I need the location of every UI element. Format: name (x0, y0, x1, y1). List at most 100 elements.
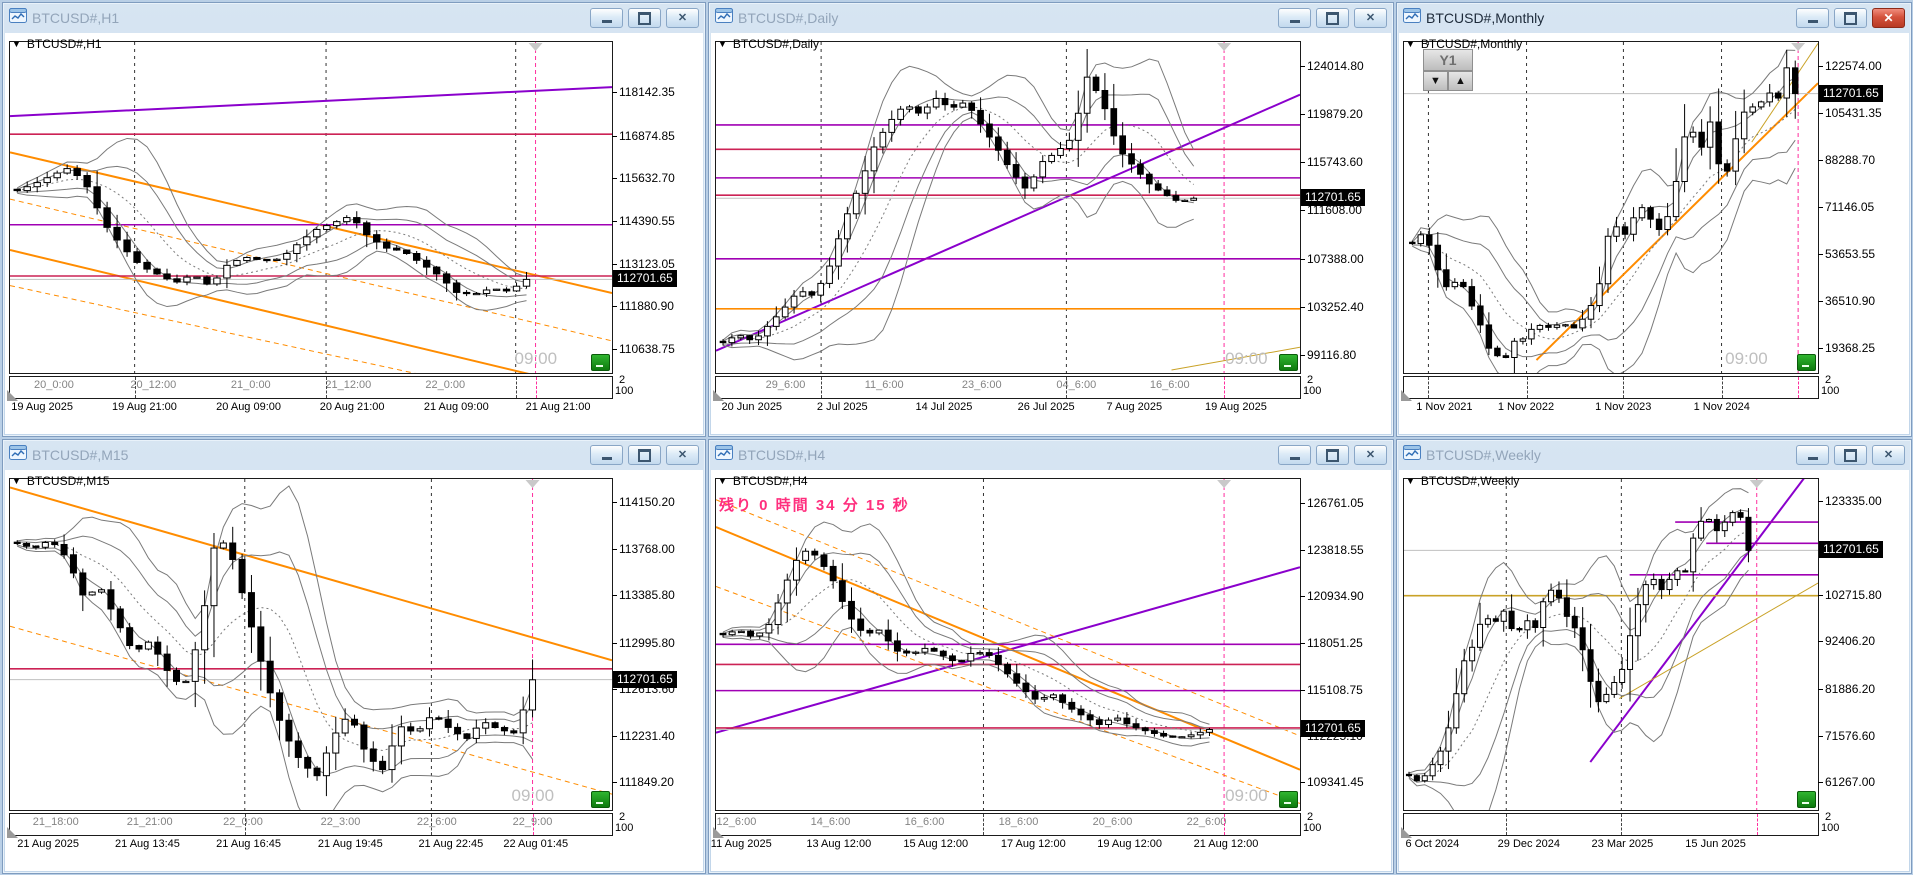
candle (332, 732, 340, 754)
quick-trade-button[interactable] (1797, 791, 1816, 808)
candle (875, 629, 883, 634)
period-label: 21_18:00 (32, 816, 79, 828)
close-button[interactable]: ✕ (1354, 445, 1387, 465)
close-button[interactable]: ✕ (1872, 445, 1905, 465)
minimize-button[interactable] (590, 8, 623, 28)
price-tick-label: 103252.40 (1300, 300, 1364, 315)
date-axis[interactable]: 19 Aug 2025 19 Aug 21:00 20 Aug 09:00 20 Au… (9, 400, 671, 416)
chart-window-icon[interactable] (715, 445, 733, 465)
chart-plot[interactable] (9, 478, 613, 811)
candle (1128, 153, 1135, 165)
price-axis[interactable]: 126761.05 123818.55 120934.90 118051.25 1151… (1300, 478, 1391, 809)
symbol-dropdown[interactable]: ▼ BTCUSD#,H1 (12, 37, 102, 51)
chart-plot[interactable] (715, 478, 1301, 811)
chart-plot[interactable] (715, 41, 1301, 374)
window-titlebar[interactable]: BTCUSD#,H1 ✕ (5, 5, 703, 31)
scale-note-bottom: 100 (1303, 385, 1322, 397)
y1-button[interactable]: Y1 (1423, 49, 1473, 71)
trend-line[interactable] (1619, 582, 1818, 700)
price-axis[interactable]: 124014.80 119879.20 115743.60 111608.00 1073… (1299, 41, 1391, 372)
trend-line[interactable] (1535, 82, 1818, 361)
chart-window-weekly[interactable]: BTCUSD#,Weekly ✕ ▼ BTCUSD#,Weekly 123335.00 1… (1396, 439, 1912, 874)
candle (502, 288, 511, 292)
trend-line[interactable] (716, 526, 1300, 771)
maximize-button[interactable] (628, 8, 661, 28)
chart-window-daily[interactable]: BTCUSD#,Daily ✕ ▼ BTCUSD#,Daily 124014.80 119… (708, 2, 1394, 437)
trend-line[interactable] (1171, 346, 1300, 371)
indicator-band-line (722, 626, 1210, 747)
trend-line[interactable] (716, 586, 1300, 804)
chart-window-monthly[interactable]: BTCUSD#,Monthly ✕ ▼ BTCUSD#,Monthly Y1 ▼ ▲ 1225… (1396, 2, 1912, 437)
chart-window-h4[interactable]: BTCUSD#,H4 ✕ ▼ BTCUSD#,H4 残り 0 時間 34 分 15 秒 1… (708, 439, 1394, 874)
price-axis[interactable]: 118142.35 116874.85 115632.70 114390.55 1131… (612, 41, 703, 372)
quick-trade-button[interactable] (591, 791, 610, 808)
candle (930, 647, 938, 652)
chart-window-icon[interactable] (9, 445, 27, 465)
maximize-button[interactable] (1316, 8, 1349, 28)
date-axis[interactable]: 21 Aug 2025 21 Aug 13:45 21 Aug 16:45 21 Au… (9, 837, 671, 853)
trend-line[interactable] (10, 285, 612, 373)
candle (1613, 226, 1620, 237)
window-titlebar[interactable]: BTCUSD#,Weekly ✕ (1399, 442, 1909, 468)
candle (1453, 693, 1460, 729)
date-axis[interactable]: 11 Aug 2025 13 Aug 12:00 15 Aug 12:00 17 Au… (711, 837, 1359, 853)
symbol-dropdown[interactable]: ▼ BTCUSD#,H4 (718, 474, 808, 488)
trend-line[interactable] (1589, 479, 1814, 763)
trend-line[interactable] (716, 93, 1300, 352)
chart-window-h1[interactable]: BTCUSD#,H1 ✕ ▼ BTCUSD#,H1 118142.35 116874.85… (2, 2, 706, 437)
chart-window-m15[interactable]: BTCUSD#,M15 ✕ ▼ BTCUSD#,M15 114150.20 113768.… (2, 439, 706, 874)
date-label: 6 Oct 2024 (1405, 838, 1460, 850)
close-button[interactable]: ✕ (666, 8, 699, 28)
symbol-dropdown[interactable]: ▼ BTCUSD#,Daily (718, 37, 819, 51)
price-axis[interactable]: 114150.20 113768.00 113385.80 112995.80 1126… (612, 478, 703, 809)
time-hint: 09:00 (1225, 349, 1268, 368)
window-titlebar[interactable]: BTCUSD#,Monthly ✕ (1399, 5, 1909, 31)
chart-window-icon[interactable] (715, 8, 733, 28)
window-titlebar[interactable]: BTCUSD#,Daily ✕ (711, 5, 1391, 31)
minimize-button[interactable] (1278, 445, 1311, 465)
candle (183, 276, 191, 283)
date-axis[interactable]: 6 Oct 2024 29 Dec 2024 23 Mar 2025 15 Jun 2… (1403, 837, 1877, 853)
price-tick-label: 124014.80 (1300, 58, 1364, 73)
quick-trade-button[interactable] (591, 354, 610, 371)
maximize-icon (638, 11, 651, 25)
symbol-dropdown[interactable]: ▼ BTCUSD#,Monthly (1406, 37, 1522, 51)
trend-line[interactable] (10, 486, 612, 662)
close-button[interactable]: ✕ (1872, 8, 1905, 28)
close-button[interactable]: ✕ (1354, 8, 1387, 28)
chart-window-icon[interactable] (1403, 8, 1421, 28)
chart-window-icon[interactable] (9, 8, 27, 28)
maximize-button[interactable] (1834, 445, 1867, 465)
quick-trade-button[interactable] (1797, 354, 1816, 371)
price-axis[interactable]: 123335.00 102715.80 92406.20 81886.20 71576.… (1817, 478, 1909, 809)
minimize-button[interactable] (1278, 8, 1311, 28)
price-axis[interactable]: 122574.00 105431.35 88288.70 71146.05 53653.… (1817, 41, 1909, 372)
symbol-dropdown[interactable]: ▼ BTCUSD#,M15 (12, 474, 110, 488)
candle (333, 221, 341, 227)
maximize-button[interactable] (628, 445, 661, 465)
window-titlebar[interactable]: BTCUSD#,H4 ✕ (711, 442, 1391, 468)
chart-window-icon[interactable] (1403, 445, 1421, 465)
chart-plot[interactable] (9, 41, 613, 374)
trend-line[interactable] (10, 198, 612, 342)
chart-plot[interactable] (1403, 41, 1819, 374)
minimize-button[interactable] (1796, 445, 1829, 465)
maximize-button[interactable] (1834, 8, 1867, 28)
trend-line[interactable] (10, 86, 612, 118)
trend-line[interactable] (716, 499, 1300, 737)
price-tick-label: 123335.00 (1818, 494, 1882, 509)
date-axis[interactable]: 1 Nov 2021 1 Nov 2022 1 Nov 2023 1 Nov 2024 (1403, 400, 1877, 416)
symbol-dropdown[interactable]: ▼ BTCUSD#,Weekly (1406, 474, 1519, 488)
quick-trade-button[interactable] (1279, 354, 1298, 371)
quick-trade-button[interactable] (1279, 791, 1298, 808)
chart-plot[interactable] (1403, 478, 1819, 811)
trend-line[interactable] (10, 249, 612, 373)
minimize-button[interactable] (1796, 8, 1829, 28)
window-titlebar[interactable]: BTCUSD#,M15 ✕ (5, 442, 703, 468)
close-button[interactable]: ✕ (666, 445, 699, 465)
scale-up-button[interactable]: ▲ (1448, 71, 1473, 91)
maximize-button[interactable] (1316, 445, 1349, 465)
minimize-button[interactable] (590, 445, 623, 465)
date-axis[interactable]: 20 Jun 2025 2 Jul 2025 14 Jul 2025 26 Jul 2… (715, 400, 1359, 416)
scale-down-button[interactable]: ▼ (1423, 71, 1448, 91)
